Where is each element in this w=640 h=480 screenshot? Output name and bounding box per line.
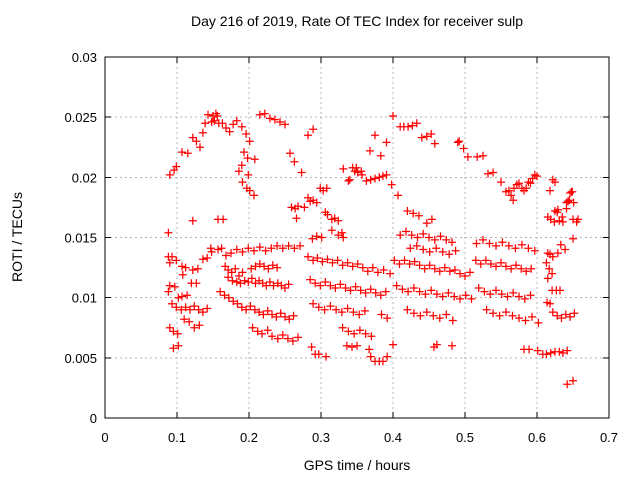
svg-text:0.5: 0.5	[456, 430, 474, 445]
svg-text:0.015: 0.015	[64, 231, 97, 246]
svg-text:0.01: 0.01	[72, 291, 97, 306]
svg-text:0: 0	[101, 430, 108, 445]
svg-text:0.005: 0.005	[64, 351, 97, 366]
axis-ticks	[104, 56, 610, 419]
tick-labels: 0 0.1 0.2 0.3 0.4 0.5 0.6 0.7 0 0.005 0.01 0.015 0.0…	[64, 50, 618, 445]
gridlines	[105, 57, 609, 418]
svg-text:0.4: 0.4	[384, 430, 402, 445]
plot-border	[104, 56, 610, 419]
svg-text:0.6: 0.6	[528, 430, 546, 445]
svg-text:0.02: 0.02	[72, 170, 97, 185]
svg-text:0.03: 0.03	[72, 50, 97, 65]
svg-text:0.7: 0.7	[600, 430, 618, 445]
svg-text:0.2: 0.2	[240, 430, 258, 445]
svg-text:0: 0	[90, 411, 97, 426]
x-axis-label: GPS time / hours	[303, 457, 411, 473]
svg-text:0.3: 0.3	[312, 430, 330, 445]
svg-text:0.1: 0.1	[168, 430, 186, 445]
svg-text:0.025: 0.025	[64, 110, 97, 125]
plot-title: Day 216 of 2019, Rate Of TEC Index for r…	[190, 13, 524, 29]
scatter-points	[164, 109, 582, 389]
